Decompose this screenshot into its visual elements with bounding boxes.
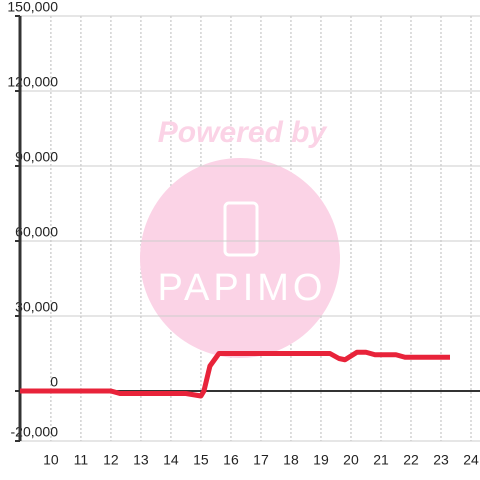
data-line <box>20 349 450 399</box>
x-tick-label: 16 <box>223 452 239 468</box>
x-tick-label: 13 <box>133 452 149 468</box>
watermark: Powered by PAPIMO <box>140 116 340 358</box>
y-tick-label: -20,000 <box>11 424 59 440</box>
watermark-icon <box>223 201 259 257</box>
x-tick-label: 19 <box>313 452 329 468</box>
x-tick-label: 24 <box>463 452 479 468</box>
x-tick-label: 22 <box>403 452 419 468</box>
x-tick-label: 12 <box>103 452 119 468</box>
watermark-text: Powered by <box>158 116 328 149</box>
x-tick-label: 10 <box>43 452 59 468</box>
x-tick-label: 15 <box>193 452 209 468</box>
y-tick-label: 120,000 <box>7 74 58 90</box>
x-tick-label: 18 <box>283 452 299 468</box>
y-tick-label: 0 <box>50 374 58 390</box>
x-tick-label: 23 <box>433 452 449 468</box>
x-tick-label: 20 <box>343 452 359 468</box>
x-tick-label: 11 <box>74 452 89 468</box>
y-tick-label: 60,000 <box>15 224 58 240</box>
y-tick-label: 30,000 <box>15 299 58 315</box>
y-tick-label: 90,000 <box>15 149 58 165</box>
x-tick-label: 17 <box>253 452 269 468</box>
watermark-circle <box>140 158 340 358</box>
watermark-text: PAPIMO <box>158 267 327 309</box>
x-tick-label: 21 <box>373 452 389 468</box>
y-tick-label: 150,000 <box>7 0 58 15</box>
x-tick-label: 14 <box>163 452 179 468</box>
